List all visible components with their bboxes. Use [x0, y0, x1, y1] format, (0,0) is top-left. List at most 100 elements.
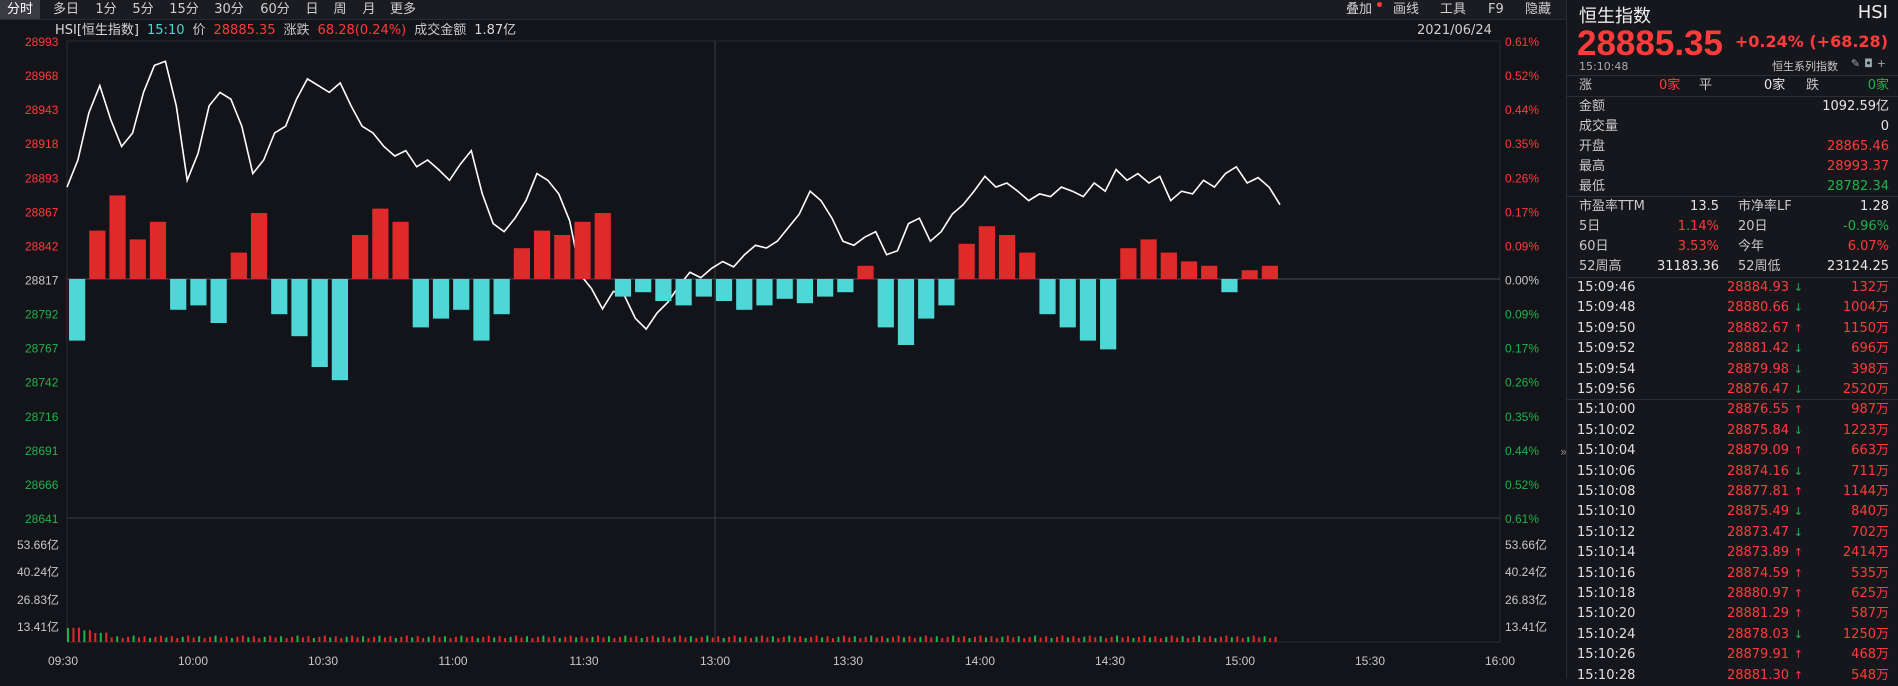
turnover-bar: [176, 638, 179, 642]
tool-4[interactable]: 隐藏: [1525, 2, 1552, 17]
turnover-bar: [777, 638, 780, 642]
turnover-bar: [651, 635, 654, 642]
tick-row: 15:09:50 28882.67 ↑ 1150万: [1577, 319, 1889, 339]
tick-time: 15:10:08: [1577, 484, 1636, 499]
turnover-bar: [788, 635, 791, 642]
stat-row: 金额 1092.59亿: [1579, 97, 1889, 117]
volume-bar: [715, 279, 733, 301]
turnover-bar: [1039, 637, 1042, 642]
turnover-bar: [148, 638, 151, 642]
turnover-bar: [83, 630, 86, 642]
tab-1[interactable]: 多日: [52, 2, 79, 17]
quote-info-bar: HSI[恒生指数] 15:10 价 28885.35 涨跌 68.28(0.24%) 成交金…: [55, 21, 524, 41]
turnover-bar: [1017, 636, 1020, 642]
tab-10[interactable]: 更多: [389, 2, 416, 17]
volume-bar: [635, 279, 652, 293]
ratio-row: 5日 1.14% 20日 -0.96%: [1579, 217, 1889, 237]
chart-toolbar: 分时 多日 1分 5分 15分 30分 60分日周月更多 叠加 画线 工具 F9 隐藏: [0, 0, 1566, 20]
turnover-bar: [307, 636, 310, 642]
tool-2[interactable]: 工具: [1440, 2, 1467, 17]
turnover-bar: [1055, 636, 1058, 642]
turnover-bar: [837, 636, 840, 642]
turnover-bar: [400, 636, 403, 642]
arrow-down-icon: ↓: [1793, 627, 1803, 641]
turnover-bar: [1094, 637, 1097, 642]
turnover-bar: [542, 635, 545, 642]
tab-7[interactable]: 日: [305, 2, 319, 17]
tool-0[interactable]: 叠加: [1346, 2, 1373, 17]
tool-1[interactable]: 画线: [1393, 2, 1420, 17]
tab-2[interactable]: 1分: [95, 2, 117, 17]
turnover-bar: [515, 635, 518, 642]
overlay-notification-dot: [1377, 2, 1382, 7]
tab-3[interactable]: 5分: [132, 2, 154, 17]
stat-row: 最低 28782.34: [1579, 177, 1889, 197]
tab-0[interactable]: 分时: [0, 0, 40, 19]
ratio-value: 23124.25: [1826, 259, 1889, 274]
turnover-bar: [1148, 637, 1151, 642]
tick-volume: 702万: [1851, 524, 1889, 540]
quote-panel: 恒生指数 HSI 28885.35 +0.24% (+68.28) 15:10:…: [1566, 0, 1898, 683]
tab-8[interactable]: 周: [333, 2, 347, 17]
stat-label: 成交量: [1579, 119, 1619, 134]
turnover-bar: [1116, 635, 1119, 642]
series-label: 恒生系列指数: [1772, 60, 1838, 73]
turnover-bar: [362, 636, 365, 642]
tab-4[interactable]: 15分: [169, 2, 199, 17]
pct-tick-label: 0.00%: [1505, 274, 1539, 288]
y-tick-label: 28641: [25, 512, 59, 526]
turnover-bar: [88, 630, 91, 642]
stat-value: 1092.59亿: [1822, 99, 1889, 114]
turnover-bar: [1198, 635, 1201, 642]
volume-bar: [938, 279, 955, 306]
arrow-down-icon: ↓: [1793, 464, 1803, 478]
volume-bar: [1221, 279, 1238, 293]
tab-6[interactable]: 60分: [260, 2, 290, 17]
arrow-up-icon: ↑: [1793, 607, 1803, 621]
x-tick-label: 09:30: [48, 654, 78, 668]
turnover-bar: [181, 636, 184, 642]
turnover-bar: [127, 636, 130, 642]
flat-count: 0家: [1764, 78, 1786, 93]
turnover-bar: [405, 635, 408, 642]
arrow-up-icon: ↑: [1793, 403, 1803, 417]
tick-volume: 625万: [1851, 586, 1889, 601]
turnover-bar: [913, 638, 916, 642]
tick-price: 28880.66: [1726, 300, 1789, 316]
intraday-chart[interactable]: 28993 28968 28943 28918 28893 28867 28842 28817…: [0, 20, 1566, 679]
turnover-bar: [678, 635, 681, 642]
turnover-bar: [657, 637, 660, 642]
tab-5[interactable]: 30分: [214, 2, 244, 17]
turnover-bar: [711, 637, 714, 642]
volume-bar: [695, 279, 712, 297]
volume-bar: [210, 279, 227, 323]
turnover-bar: [875, 637, 878, 642]
y-tick-label: 28716: [25, 410, 59, 424]
tick-row: 15:09:52 28881.42 ↓ 696万: [1577, 339, 1889, 359]
pct-tick-label: 0.17%: [1505, 342, 1539, 356]
tick-price: 28876.55: [1726, 402, 1789, 418]
turnover-bar: [706, 635, 709, 642]
collapse-panel-icon[interactable]: »: [1560, 445, 1568, 459]
stat-label: 金额: [1579, 99, 1606, 114]
turnover-bar: [1269, 638, 1272, 642]
price-label: 价: [192, 23, 206, 38]
tab-9[interactable]: 月: [362, 2, 376, 17]
turnover-bar: [487, 635, 490, 642]
tick-row: 15:10:02 28875.84 ↓ 1223万: [1577, 421, 1889, 441]
turnover-bar: [848, 637, 851, 642]
bell-icon[interactable]: ◘: [1864, 57, 1877, 70]
turnover-bar: [427, 636, 430, 642]
turnover-bar: [1214, 638, 1217, 642]
volume-bar: [1059, 279, 1076, 328]
volume-bar: [614, 279, 632, 297]
turnover-bar: [662, 636, 665, 642]
turnover-bar: [509, 636, 512, 642]
ratio-label: 20日: [1738, 219, 1768, 234]
edit-icon[interactable]: ✎: [1850, 57, 1865, 70]
turnover-bar: [668, 638, 671, 642]
turnover-bar: [586, 638, 589, 642]
add-icon[interactable]: +: [1876, 57, 1890, 70]
turnover-bar: [575, 637, 578, 642]
tool-3[interactable]: F9: [1488, 2, 1504, 17]
